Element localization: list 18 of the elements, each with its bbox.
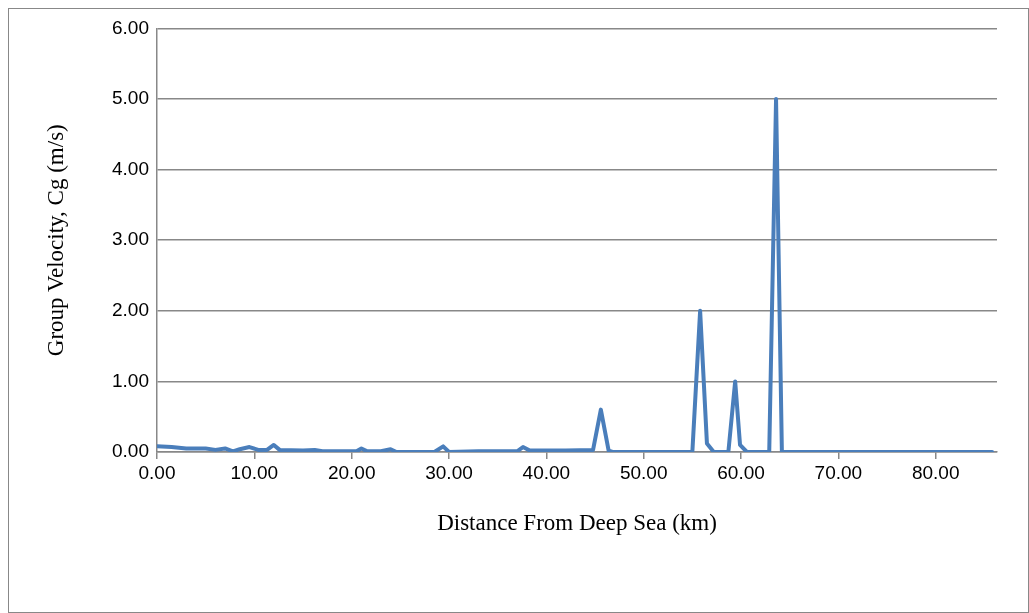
y-tick-label: 6.00: [112, 16, 149, 38]
x-tick-label: 70.00: [814, 461, 863, 483]
y-tick-label: 3.00: [112, 228, 149, 250]
x-tick-label: 30.00: [425, 461, 473, 483]
x-tick-label: 80.00: [911, 461, 960, 483]
x-tick-label: 10.00: [230, 461, 279, 483]
y-tick-label: 5.00: [112, 87, 149, 109]
y-axis-title: Group Velocity, Cg (m/s): [42, 124, 68, 357]
y-tick-label: 1.00: [112, 369, 149, 391]
x-tick-label: 0.00: [138, 461, 176, 483]
x-tick-label: 60.00: [717, 461, 765, 483]
x-axis-title: Distance From Deep Sea (km): [437, 510, 717, 536]
x-tick-label: 50.00: [619, 461, 668, 483]
y-tick-label: 4.00: [112, 157, 149, 179]
x-tick-label: 40.00: [522, 461, 571, 483]
y-tick-label: 2.00: [112, 299, 149, 321]
x-tick-label: 20.00: [327, 461, 376, 483]
y-tick-label: 0.00: [112, 440, 149, 462]
